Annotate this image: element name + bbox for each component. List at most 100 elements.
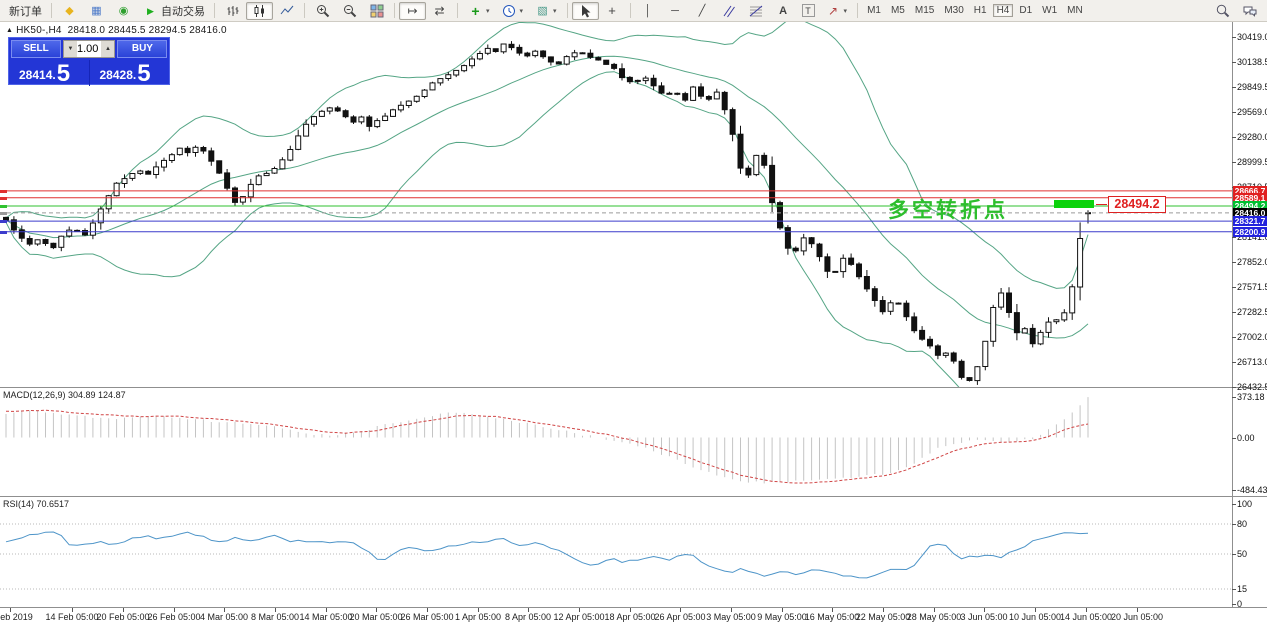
macd-signal-line — [5, 409, 1089, 484]
tile-windows-button[interactable] — [363, 2, 390, 20]
timeframe-m15-button[interactable]: M15 — [914, 4, 935, 16]
rsi-indicator-chart[interactable] — [0, 497, 1232, 608]
price-axis-tick — [1232, 287, 1236, 288]
macd-axis-tick — [1232, 437, 1236, 439]
indicators-icon: + — [471, 2, 480, 19]
time-axis-tick — [832, 608, 833, 612]
templates-icon: ▧ — [537, 4, 548, 17]
fibonacci-button[interactable] — [743, 2, 770, 20]
one-click-trading-panel: SELL ▼ 1.00 ▲ BUY 28414. 5 28428. 5 — [8, 37, 170, 87]
hline-left-marker[interactable] — [0, 196, 7, 200]
volume-control: ▼ 1.00 ▲ — [63, 40, 116, 58]
symbol-period: HK50-,H4 — [16, 25, 62, 36]
bar-chart-button[interactable] — [219, 2, 246, 20]
macd-rsi-splitter[interactable] — [0, 496, 1267, 497]
time-axis-tick — [326, 608, 327, 612]
signals-button[interactable]: ◉ — [110, 2, 137, 20]
metaeditor-button[interactable]: ◆ — [56, 2, 83, 20]
timeframe-mn-button[interactable]: MN — [1067, 4, 1083, 16]
zoom-in-icon — [314, 3, 331, 19]
crosshair-button[interactable]: + — [599, 2, 626, 20]
time-axis-label: 8 Feb 2019 — [0, 612, 33, 622]
macd-axis-tick — [1232, 490, 1236, 491]
candlesticks — [3, 41, 1091, 385]
zoom-out-button[interactable] — [336, 2, 363, 20]
collapse-icon[interactable]: ▲ — [6, 27, 14, 34]
hline-left-marker[interactable] — [0, 211, 7, 215]
auto-scroll-button[interactable]: ↦ — [399, 1, 426, 20]
price-axis-tick — [1232, 161, 1236, 163]
periods-clock-icon — [501, 3, 518, 19]
hline-left-marker[interactable] — [0, 204, 7, 208]
price-axis-label: 26713.0 — [1237, 357, 1267, 368]
trendline-button[interactable]: ╱ — [689, 2, 716, 20]
templates-button[interactable]: ▧ ▾ — [529, 2, 563, 20]
rsi-axis-label: 80 — [1237, 519, 1248, 529]
candlestick-chart-button[interactable] — [246, 1, 273, 20]
price-badge: 28666.7 — [1233, 185, 1267, 196]
toolbar-separator — [214, 3, 215, 18]
timeframe-m1-button[interactable]: M1 — [867, 4, 881, 16]
annotation-rectangle[interactable] — [1054, 200, 1094, 208]
rsi-axis-tick — [1232, 604, 1236, 605]
time-axis-label: 16 May 05:00 — [804, 612, 860, 622]
main-price-chart[interactable] — [0, 22, 1232, 388]
horizontal-line-button[interactable]: ─ — [662, 2, 689, 20]
crosshair-icon: + — [608, 2, 616, 18]
hline-left-marker[interactable] — [0, 189, 7, 193]
sell-price[interactable]: 28414. 5 — [19, 60, 71, 87]
macd-indicator-chart[interactable] — [0, 388, 1232, 497]
time-axis-label: 3 May 05:00 — [706, 612, 756, 622]
chevron-down-icon: ▾ — [553, 7, 557, 15]
annotation-text[interactable]: 多空转折点 — [888, 199, 1008, 222]
hline-left-marker[interactable] — [0, 230, 7, 234]
text-button[interactable]: A — [770, 2, 797, 20]
price-callout-label[interactable]: 28494.2 — [1108, 196, 1166, 213]
price-axis-label: 30419.0 — [1237, 32, 1267, 42]
timeframe-m30-button[interactable]: M30 — [944, 4, 964, 16]
new-order-button[interactable]: 新订单 — [9, 5, 42, 18]
cursor-button[interactable] — [571, 1, 599, 20]
equidistant-channel-button[interactable] — [716, 2, 743, 20]
toolbar: 新订单 ◆ ▦ ◉ ▶ 自动交易 ↦ ⇄ + ▾ ▾ ▧ ▾ + │ ─ ╱ A T — [0, 0, 1267, 22]
periods-button[interactable]: ▾ — [496, 2, 530, 20]
timeframe-w1-button[interactable]: W1 — [1042, 4, 1058, 16]
timeframe-h1-button[interactable]: H1 — [973, 4, 987, 16]
timeframe-h4-button[interactable]: H4 — [992, 3, 1014, 17]
time-axis-label: 9 May 05:00 — [757, 612, 807, 622]
price-axis-tick — [1232, 87, 1236, 88]
autotrading-button[interactable]: ▶ 自动交易 — [137, 2, 210, 20]
rsi-axis-tick — [1232, 524, 1236, 525]
search-button[interactable] — [1209, 2, 1236, 20]
sell-button[interactable]: SELL — [11, 40, 61, 58]
text-label-button[interactable]: T — [797, 2, 820, 20]
strategy-tester-button[interactable]: ▦ — [83, 2, 110, 20]
horizontal-level-lines[interactable] — [0, 190, 1232, 233]
timeframe-m5-button[interactable]: M5 — [890, 4, 905, 16]
vertical-line-button[interactable]: │ — [635, 2, 662, 20]
indicators-button[interactable]: + ▾ — [462, 2, 496, 20]
price-axis-label: 28999.5 — [1237, 156, 1267, 167]
timeframe-d1-button[interactable]: D1 — [1019, 4, 1033, 16]
line-chart-button[interactable] — [273, 2, 300, 20]
time-axis-label: 14 Mar 05:00 — [299, 612, 353, 622]
toolbar-separator — [629, 3, 631, 18]
arrows-button[interactable]: ↗ ▾ — [820, 2, 854, 20]
volume-value[interactable]: 1.00 — [77, 43, 99, 55]
main-macd-splitter[interactable] — [0, 387, 1267, 388]
time-axis-tick — [376, 608, 377, 612]
chat-button[interactable] — [1236, 2, 1263, 20]
zoom-in-button[interactable] — [309, 2, 336, 20]
buy-price[interactable]: 28428. 5 — [99, 60, 151, 87]
price-axis-tick — [1232, 111, 1236, 113]
buy-button[interactable]: BUY — [117, 40, 168, 58]
candlestick-chart-icon — [251, 3, 268, 19]
volume-increase-button[interactable]: ▲ — [101, 41, 115, 57]
chart-shift-button[interactable]: ⇄ — [426, 2, 453, 20]
hline-left-marker[interactable] — [0, 220, 7, 224]
rsi-axis-tick — [1232, 554, 1236, 555]
volume-decrease-button[interactable]: ▼ — [64, 41, 77, 57]
horizontal-line-icon: ─ — [671, 4, 679, 17]
time-axis-tick — [275, 608, 276, 612]
